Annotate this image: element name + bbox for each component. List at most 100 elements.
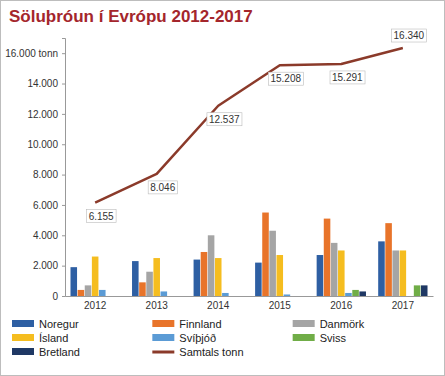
bar xyxy=(113,296,120,297)
x-tick: 2014 xyxy=(207,296,230,311)
legend-item: Samtals tonn xyxy=(152,346,243,358)
data-label-bg xyxy=(148,181,177,194)
y-axis: 02.0004.0006.0008.00010.00012.00014.0001… xyxy=(5,39,65,302)
y-tick-mark xyxy=(62,235,65,236)
y-tick-label: 8.000 xyxy=(33,169,58,180)
bar xyxy=(194,260,201,296)
bar xyxy=(378,241,385,296)
y-tick-label: 14.000 xyxy=(27,78,58,89)
bar xyxy=(215,258,222,296)
bar xyxy=(255,263,262,296)
y-tick: 4.000 xyxy=(33,230,65,241)
x-tick: 2012 xyxy=(84,296,107,311)
legend-label: Ísland xyxy=(39,332,68,344)
x-axis: 2012 2013 2014 2015 2016 2017 xyxy=(66,296,434,311)
legend: Noregur Finnland Danmörk Ísland Svíþjóð Sviss… xyxy=(12,318,365,358)
legend-swatch xyxy=(12,334,34,341)
bar xyxy=(139,282,146,296)
legend-swatch xyxy=(293,320,315,327)
x-tick: 2016 xyxy=(330,296,353,311)
data-label-group: 12.537 xyxy=(207,113,242,126)
x-tick-label: 2013 xyxy=(146,300,169,311)
y-tick-label: 6.000 xyxy=(33,200,58,211)
bar xyxy=(269,231,276,296)
bar xyxy=(284,294,291,296)
y-tick-mark xyxy=(62,144,65,145)
legend-label: Bretland xyxy=(39,346,80,358)
legend-swatch xyxy=(293,334,315,341)
legend-label: Finnland xyxy=(179,318,221,330)
bar-series xyxy=(359,285,427,296)
data-label: 15.208 xyxy=(270,73,301,84)
bar xyxy=(262,213,269,296)
bar xyxy=(352,290,359,296)
data-label-bg xyxy=(268,72,303,85)
data-label: 8.046 xyxy=(150,182,175,193)
bar xyxy=(106,296,113,297)
data-label: 16.340 xyxy=(394,30,425,41)
legend-item: Svíþjóð xyxy=(152,332,216,344)
legend-label: Sviss xyxy=(320,332,347,344)
x-tick-label: 2017 xyxy=(392,300,415,311)
bar xyxy=(276,255,283,296)
bar xyxy=(331,243,338,296)
x-tick-label: 2015 xyxy=(269,300,292,311)
legend-label: Noregur xyxy=(39,318,79,330)
title: Söluþróun í Evrópu 2012-2017 xyxy=(9,7,253,26)
data-label: 6.155 xyxy=(89,211,114,222)
bar-series xyxy=(78,213,392,296)
bar xyxy=(317,255,324,296)
bar xyxy=(70,267,77,296)
x-tick-label: 2012 xyxy=(84,300,107,311)
y-tick-mark xyxy=(62,296,65,297)
y-tick-label: 2.000 xyxy=(33,260,58,271)
bar-series xyxy=(70,241,384,296)
legend-item: Sviss xyxy=(293,332,347,344)
legend-item: Noregur xyxy=(12,318,79,330)
y-tick: 16.000 tonn xyxy=(5,48,65,59)
line xyxy=(95,48,403,203)
y-tick-mark xyxy=(62,205,65,206)
bar-series xyxy=(92,250,406,296)
legend-swatch xyxy=(12,348,34,355)
legend-swatch xyxy=(152,320,174,327)
y-tick-mark xyxy=(62,84,65,85)
bar xyxy=(92,257,99,296)
bar xyxy=(168,296,175,297)
bar xyxy=(153,258,160,296)
plot-area xyxy=(70,48,427,296)
bar-series xyxy=(85,231,399,296)
bar xyxy=(407,296,414,297)
y-tick-mark xyxy=(62,266,65,267)
y-tick: 2.000 xyxy=(33,260,65,271)
data-label: 12.537 xyxy=(209,114,240,125)
bar xyxy=(222,293,229,296)
legend-label: Svíþjóð xyxy=(179,332,216,344)
legend-item: Ísland xyxy=(12,332,68,344)
y-tick-label: 16.000 tonn xyxy=(5,48,58,59)
legend-item: Danmörk xyxy=(293,318,365,330)
y-tick-mark xyxy=(62,114,65,115)
frame xyxy=(1,1,445,376)
y-tick: 8.000 xyxy=(33,169,65,180)
y-tick-label: 12.000 xyxy=(27,109,58,120)
bar xyxy=(421,285,428,296)
legend-label: Danmörk xyxy=(320,318,365,330)
legend-item: Finnland xyxy=(152,318,221,330)
data-label-group: 15.208 xyxy=(268,72,303,85)
data-label-bg xyxy=(87,210,116,223)
data-label-bg xyxy=(207,113,242,126)
y-tick-mark xyxy=(62,53,65,54)
bar xyxy=(99,290,106,296)
bar xyxy=(338,250,345,296)
bar xyxy=(400,250,407,296)
bar xyxy=(414,285,421,296)
x-axis-line xyxy=(66,296,434,297)
bar xyxy=(208,235,215,296)
bar xyxy=(324,219,331,296)
data-label-group: 8.046 xyxy=(148,181,177,194)
bar xyxy=(359,291,366,296)
y-tick-label: 0 xyxy=(52,291,58,302)
bar xyxy=(78,290,85,296)
data-label-group: 16.340 xyxy=(392,29,427,42)
